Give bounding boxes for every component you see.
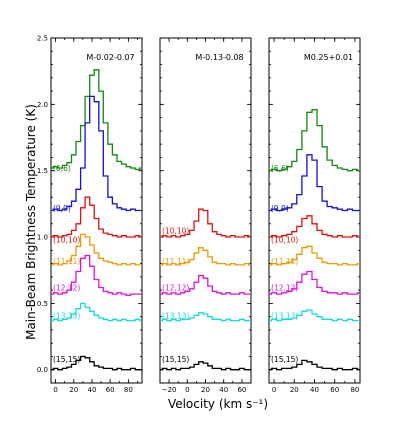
series-13-13 — [51, 302, 142, 322]
x-tick-label: 0 — [272, 386, 276, 394]
series-15-15 — [269, 359, 360, 371]
series-13-13 — [160, 312, 251, 322]
series-11-11 — [160, 247, 251, 266]
x-tick-label: 0 — [185, 386, 189, 394]
x-tick-label: 40 — [310, 386, 319, 394]
series-label: (15,15) — [162, 355, 189, 364]
series-15-15 — [51, 355, 142, 371]
series-label: (15,15) — [271, 355, 298, 364]
x-tick-label: 20 — [290, 386, 299, 394]
series-label: (13,13) — [53, 311, 80, 320]
series-label: (9,9) — [271, 204, 289, 213]
panel-1: 0 20 40 60 80 0.0 0.5 1.0 1.5 2.0 2.5 M-0.02-0.07 (6… — [37, 35, 143, 394]
series-label: (11,11) — [162, 257, 189, 266]
series-label: (6,6) — [271, 164, 289, 173]
series-10-10 — [160, 208, 251, 238]
series-12-12 — [269, 270, 360, 295]
series-label: (11,11) — [271, 257, 298, 266]
series-11-11 — [269, 245, 360, 266]
panels-group: 0 20 40 60 80 0.0 0.5 1.0 1.5 2.0 2.5 M-0.02-0.07 (6… — [37, 35, 361, 394]
x-tick-label: 20 — [69, 386, 78, 394]
series-13-13 — [269, 309, 360, 322]
series-6-6 — [51, 69, 142, 171]
x-tick-label: 40 — [219, 386, 228, 394]
series-label: (12,12) — [162, 283, 189, 292]
x-tick-label: −20 — [162, 386, 177, 394]
panel-title: M-0.13-0.08 — [195, 53, 243, 62]
series-label: (10,10) — [53, 236, 80, 245]
panel-title: M0.25+0.01 — [304, 53, 353, 62]
series-6-6 — [269, 109, 360, 172]
y-tick-label: 0.5 — [37, 300, 48, 308]
y-tick-label: 2.0 — [37, 101, 48, 109]
x-tick-label: 60 — [330, 386, 339, 394]
series-10-10 — [51, 196, 142, 238]
y-tick-label: 0.0 — [37, 366, 48, 374]
x-tick-label: 60 — [106, 386, 115, 394]
series-label: (12,12) — [271, 283, 298, 292]
x-axis-label: Velocity (km s⁻¹) — [168, 397, 268, 411]
series-label: (13,13) — [271, 311, 298, 320]
x-tick-label: 0 — [53, 386, 57, 394]
series-label: (10,10) — [162, 226, 189, 235]
series-label: (12,12) — [53, 283, 80, 292]
y-tick-label: 1.5 — [37, 167, 48, 175]
series-11-11 — [51, 233, 142, 266]
series-label: (6,6) — [53, 164, 71, 173]
series-label: (15,15) — [53, 355, 80, 364]
series-12-12 — [160, 274, 251, 295]
x-tick-label: 60 — [237, 386, 246, 394]
y-tick-label: 2.5 — [37, 35, 48, 43]
x-tick-label: 80 — [350, 386, 359, 394]
y-tick-label: 1.0 — [37, 234, 48, 242]
series-12-12 — [51, 254, 142, 297]
x-tick-label: 80 — [124, 386, 133, 394]
panel-title: M-0.02-0.07 — [86, 53, 134, 62]
series-label: (11,11) — [53, 257, 80, 266]
series-label: (9,9) — [53, 204, 71, 213]
panel-3: 0 20 40 60 80 M0.25+0.01 (6,6) (9,9) (10,10) (11,… — [268, 37, 361, 394]
y-axis-label: Main-Beam Brightness Temperature (K) — [24, 104, 38, 340]
series-9-9 — [269, 154, 360, 212]
x-tick-label: 40 — [87, 386, 96, 394]
panel-2: −20 0 20 40 60 M-0.13-0.08 (10,10) (11,11) (12,1… — [159, 37, 252, 394]
x-tick-label: 20 — [201, 386, 210, 394]
series-9-9 — [51, 95, 142, 212]
series-label: (13,13) — [162, 311, 189, 320]
series-10-10 — [269, 215, 360, 238]
series-15-15 — [160, 361, 251, 371]
series-label: (10,10) — [271, 236, 298, 245]
